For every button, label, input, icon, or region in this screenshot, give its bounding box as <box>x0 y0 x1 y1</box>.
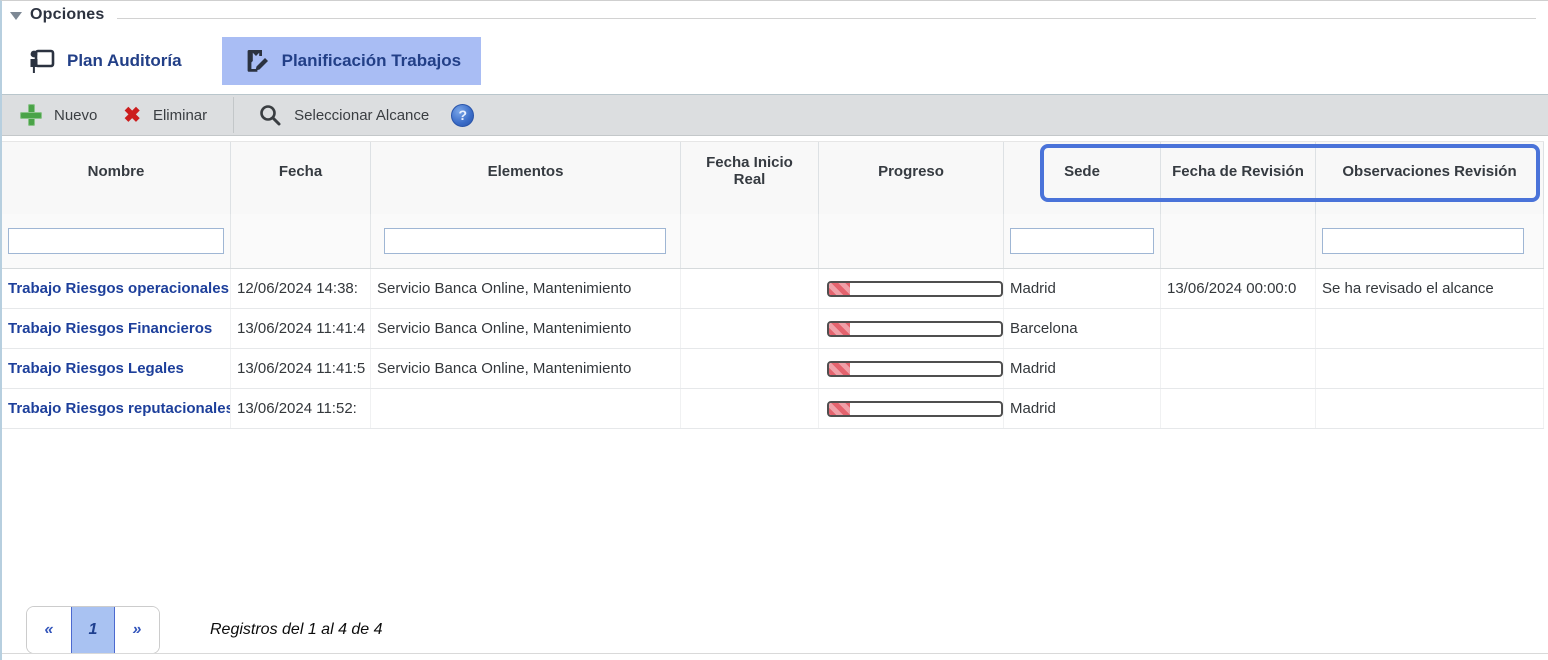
bookmark-edit-icon <box>242 47 270 75</box>
presenter-icon <box>28 48 55 74</box>
new-button-label: Nuevo <box>54 106 98 124</box>
fecha-inicio-real-cell <box>681 349 819 388</box>
work-name-link[interactable]: Trabajo Riesgos Financieros <box>8 320 213 337</box>
table-row[interactable]: Trabajo Riesgos operacionales 12/06/2024… <box>2 269 1544 309</box>
tab-label: Plan Auditoría <box>67 51 182 70</box>
work-name-link[interactable]: Trabajo Riesgos Legales <box>8 360 184 377</box>
options-panel-header: Opciones <box>2 1 1548 29</box>
fecha-cell: 12/06/2024 14:38: <box>231 269 371 308</box>
sede-cell: Barcelona <box>1004 309 1161 348</box>
panel-legend: Opciones <box>30 6 105 23</box>
column-header-fecha-inicio-real[interactable]: Fecha Inicio Real <box>681 142 819 214</box>
progress-bar <box>827 280 1003 297</box>
elementos-cell: Servicio Banca Online, Mantenimiento <box>371 349 681 388</box>
column-header-fecha-revision[interactable]: Fecha de Revisión <box>1161 142 1316 214</box>
filter-observaciones-input[interactable] <box>1322 228 1524 254</box>
progress-bar <box>827 360 1003 377</box>
column-header-progreso[interactable]: Progreso <box>819 142 1004 214</box>
work-name-link[interactable]: Trabajo Riesgos operacionales <box>8 280 229 297</box>
select-scope-label: Seleccionar Alcance <box>294 106 430 124</box>
sede-cell: Madrid <box>1004 349 1161 388</box>
observaciones-cell <box>1316 309 1544 348</box>
fecha-revision-cell: 13/06/2024 00:00:0 <box>1161 269 1316 308</box>
help-icon[interactable]: ? <box>451 103 475 127</box>
tab-planificacion-trabajos[interactable]: Planificación Trabajos <box>221 37 482 85</box>
fecha-cell: 13/06/2024 11:52: <box>231 389 371 428</box>
fecha-cell: 13/06/2024 11:41:4 <box>231 309 371 348</box>
progress-bar <box>827 400 1003 417</box>
delete-button-label: Eliminar <box>152 106 208 124</box>
column-header-observaciones-revision[interactable]: Observaciones Revisión <box>1316 142 1544 214</box>
toolbar: Nuevo ✖ Eliminar Seleccionar Alcance ? <box>2 94 1548 136</box>
observaciones-cell <box>1316 389 1544 428</box>
sede-cell: Madrid <box>1004 269 1161 308</box>
progreso-cell <box>819 349 1004 388</box>
fecha-inicio-real-cell <box>681 389 819 428</box>
elementos-cell: Servicio Banca Online, Mantenimiento <box>371 269 681 308</box>
elementos-cell: Servicio Banca Online, Mantenimiento <box>371 309 681 348</box>
work-plans-table: Nombre Fecha Elementos Fecha Inicio Real… <box>2 141 1544 429</box>
fecha-revision-cell <box>1161 389 1316 428</box>
delete-button[interactable]: ✖ Eliminar <box>119 105 219 126</box>
table-row[interactable]: Trabajo Riesgos Legales 13/06/2024 11:41… <box>2 349 1544 389</box>
progress-bar <box>827 320 1003 337</box>
new-button[interactable]: Nuevo <box>16 104 109 126</box>
plus-icon <box>20 104 42 126</box>
fecha-inicio-real-cell <box>681 309 819 348</box>
tab-bar: Plan Auditoría Planificación Trabajos <box>8 37 1548 85</box>
table-row[interactable]: Trabajo Riesgos Financieros 13/06/2024 1… <box>2 309 1544 349</box>
table-header-row: Nombre Fecha Elementos Fecha Inicio Real… <box>2 141 1544 214</box>
observaciones-cell: Se ha revisado el alcance <box>1316 269 1544 308</box>
collapse-triangle-icon[interactable] <box>10 12 22 20</box>
next-page-button[interactable]: » <box>115 607 159 653</box>
column-header-fecha[interactable]: Fecha <box>231 142 371 214</box>
filter-row <box>2 214 1544 269</box>
work-name-link[interactable]: Trabajo Riesgos reputacionales <box>8 400 231 417</box>
current-page-button[interactable]: 1 <box>71 607 115 653</box>
elementos-cell <box>371 389 681 428</box>
select-scope-button[interactable]: Seleccionar Alcance <box>254 103 441 127</box>
column-header-elementos[interactable]: Elementos <box>371 142 681 214</box>
search-icon <box>258 103 282 127</box>
x-icon: ✖ <box>123 103 141 127</box>
filter-nombre-input[interactable] <box>8 228 224 254</box>
progreso-cell <box>819 389 1004 428</box>
table-row[interactable]: Trabajo Riesgos reputacionales 13/06/202… <box>2 389 1544 429</box>
column-header-sede[interactable]: Sede <box>1004 142 1161 214</box>
legend-divider <box>116 17 1536 19</box>
pagination-bar: « 1 » Registros del 1 al 4 de 4 <box>26 606 383 654</box>
progreso-cell <box>819 309 1004 348</box>
progreso-cell <box>819 269 1004 308</box>
fecha-inicio-real-cell <box>681 269 819 308</box>
pager: « 1 » <box>26 606 160 654</box>
tab-label: Planificación Trabajos <box>281 51 462 70</box>
observaciones-cell <box>1316 349 1544 388</box>
fecha-revision-cell <box>1161 309 1316 348</box>
filter-elementos-input[interactable] <box>384 228 666 254</box>
filter-sede-input[interactable] <box>1010 228 1154 254</box>
tab-plan-auditoria[interactable]: Plan Auditoría <box>8 37 202 85</box>
fecha-revision-cell <box>1161 349 1316 388</box>
prev-page-button[interactable]: « <box>27 607 71 653</box>
sede-cell: Madrid <box>1004 389 1161 428</box>
records-summary: Registros del 1 al 4 de 4 <box>210 621 383 638</box>
fecha-cell: 13/06/2024 11:41:5 <box>231 349 371 388</box>
column-header-nombre[interactable]: Nombre <box>2 142 231 214</box>
toolbar-separator <box>233 97 235 133</box>
